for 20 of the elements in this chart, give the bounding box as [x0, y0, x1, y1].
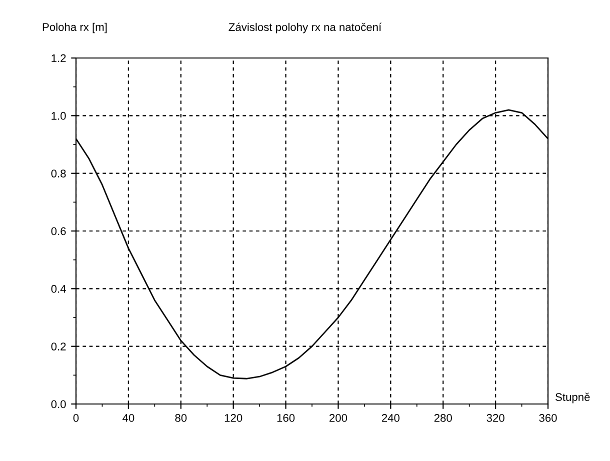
x-tick-label: 120 — [224, 414, 242, 422]
y-tick-label: 0.8 — [51, 170, 66, 178]
x-tick-label: 320 — [486, 414, 504, 422]
x-tick-label: 0 — [73, 414, 79, 422]
x-tick-label: 40 — [122, 414, 134, 422]
y-tick-label: 1.2 — [52, 54, 66, 62]
y-tick-label: 0.0 — [51, 400, 66, 408]
y-tick-label: 0.6 — [51, 227, 66, 236]
y-tick-label: 0.2 — [51, 342, 66, 350]
x-tick-label: 80 — [175, 414, 187, 422]
x-axis-title: Stupně — [556, 392, 590, 404]
y-tick-label: 0.4 — [51, 284, 66, 293]
y-tick-label: 1.0 — [52, 112, 66, 120]
chart-title: Závislost polohy rx na natočení — [228, 22, 382, 34]
x-tick-label: 160 — [277, 414, 295, 422]
y-axis-title: Poloha rx [m] — [42, 22, 107, 34]
x-tick-label: 240 — [382, 414, 400, 422]
x-tick-label: 200 — [330, 414, 348, 422]
x-tick-label: 280 — [434, 414, 452, 422]
x-tick-label: 360 — [539, 414, 557, 422]
